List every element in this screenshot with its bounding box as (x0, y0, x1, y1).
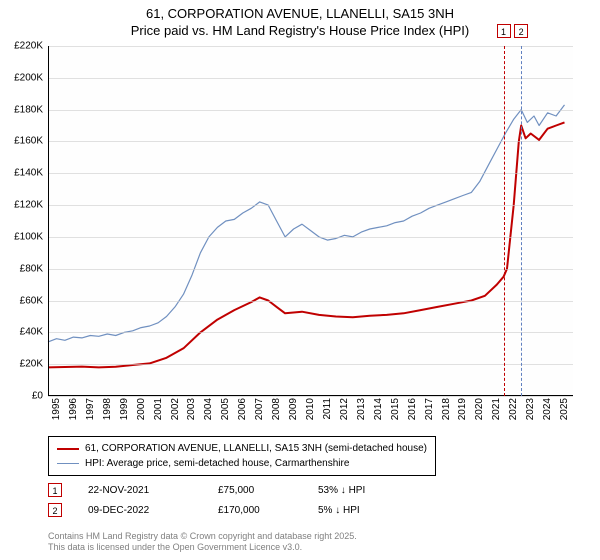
ytick-label: £100K (14, 231, 43, 242)
footer-line-2: This data is licensed under the Open Gov… (48, 542, 357, 554)
xtick-label: 2024 (542, 398, 553, 420)
legend-label: HPI: Average price, semi-detached house,… (85, 456, 349, 471)
gridline (48, 173, 573, 174)
ytick-label: £220K (14, 41, 43, 52)
xtick-label: 2009 (288, 398, 299, 420)
ytick-label: £160K (14, 136, 43, 147)
gridline (48, 46, 573, 47)
legend-item: HPI: Average price, semi-detached house,… (57, 456, 427, 471)
ytick-label: £0 (32, 391, 43, 402)
xtick-label: 2000 (136, 398, 147, 420)
xtick-label: 1997 (85, 398, 96, 420)
xtick-label: 2008 (271, 398, 282, 420)
xtick-label: 2020 (474, 398, 485, 420)
gridline (48, 141, 573, 142)
transaction-table: 1 22-NOV-2021 £75,000 53% ↓ HPI 2 09-DEC… (48, 480, 398, 520)
gridline (48, 301, 573, 302)
gridline (48, 237, 573, 238)
ytick-label: £20K (20, 359, 43, 370)
legend-label: 61, CORPORATION AVENUE, LLANELLI, SA15 3… (85, 441, 427, 456)
series-price_paid (48, 122, 565, 367)
xtick-label: 2011 (322, 398, 333, 420)
legend-swatch (57, 463, 79, 464)
transaction-pct: 53% ↓ HPI (318, 485, 398, 496)
transaction-marker-top: 1 (497, 24, 511, 38)
xtick-label: 1996 (68, 398, 79, 420)
gridline (48, 332, 573, 333)
xtick-label: 1999 (119, 398, 130, 420)
xtick-label: 2001 (153, 398, 164, 420)
line-series-svg (48, 46, 573, 396)
xtick-label: 2017 (424, 398, 435, 420)
chart-plot-area: £0£20K£40K£60K£80K£100K£120K£140K£160K£1… (48, 46, 573, 396)
transaction-row: 2 09-DEC-2022 £170,000 5% ↓ HPI (48, 500, 398, 520)
legend-item: 61, CORPORATION AVENUE, LLANELLI, SA15 3… (57, 441, 427, 456)
xtick-label: 1995 (51, 398, 62, 420)
ytick-label: £80K (20, 263, 43, 274)
gridline (48, 78, 573, 79)
gridline (48, 205, 573, 206)
ytick-label: £200K (14, 72, 43, 83)
transaction-marker: 2 (48, 503, 62, 517)
xtick-label: 2005 (220, 398, 231, 420)
legend-swatch (57, 448, 79, 450)
legend: 61, CORPORATION AVENUE, LLANELLI, SA15 3… (48, 436, 436, 476)
ytick-label: £120K (14, 200, 43, 211)
y-axis (48, 46, 49, 396)
xtick-label: 2023 (525, 398, 536, 420)
xtick-label: 2019 (457, 398, 468, 420)
xtick-label: 2007 (254, 398, 265, 420)
xtick-label: 2003 (186, 398, 197, 420)
xtick-label: 2014 (373, 398, 384, 420)
xtick-label: 2018 (441, 398, 452, 420)
xtick-label: 2021 (491, 398, 502, 420)
transaction-price: £170,000 (218, 505, 318, 516)
ytick-label: £60K (20, 295, 43, 306)
transaction-price: £75,000 (218, 485, 318, 496)
transaction-row: 1 22-NOV-2021 £75,000 53% ↓ HPI (48, 480, 398, 500)
xtick-label: 2016 (407, 398, 418, 420)
xtick-label: 2004 (203, 398, 214, 420)
xtick-label: 2025 (559, 398, 570, 420)
xtick-label: 1998 (102, 398, 113, 420)
footer-line-1: Contains HM Land Registry data © Crown c… (48, 531, 357, 543)
xtick-label: 2013 (356, 398, 367, 420)
title-line-1: 61, CORPORATION AVENUE, LLANELLI, SA15 3… (0, 6, 600, 23)
x-axis (48, 395, 573, 396)
gridline (48, 364, 573, 365)
transaction-pct: 5% ↓ HPI (318, 505, 398, 516)
gridline (48, 396, 573, 397)
transaction-date: 09-DEC-2022 (88, 505, 218, 516)
transaction-marker: 1 (48, 483, 62, 497)
xtick-label: 2002 (170, 398, 181, 420)
transaction-date: 22-NOV-2021 (88, 485, 218, 496)
ytick-label: £180K (14, 104, 43, 115)
xtick-label: 2006 (237, 398, 248, 420)
series-hpi (48, 105, 565, 342)
ytick-label: £40K (20, 327, 43, 338)
transaction-vline (521, 46, 522, 396)
transaction-marker-top: 2 (514, 24, 528, 38)
xtick-label: 2015 (390, 398, 401, 420)
transaction-vline (504, 46, 505, 396)
gridline (48, 269, 573, 270)
xtick-label: 2012 (339, 398, 350, 420)
gridline (48, 110, 573, 111)
footer-attribution: Contains HM Land Registry data © Crown c… (48, 531, 357, 554)
ytick-label: £140K (14, 168, 43, 179)
xtick-label: 2022 (508, 398, 519, 420)
xtick-label: 2010 (305, 398, 316, 420)
